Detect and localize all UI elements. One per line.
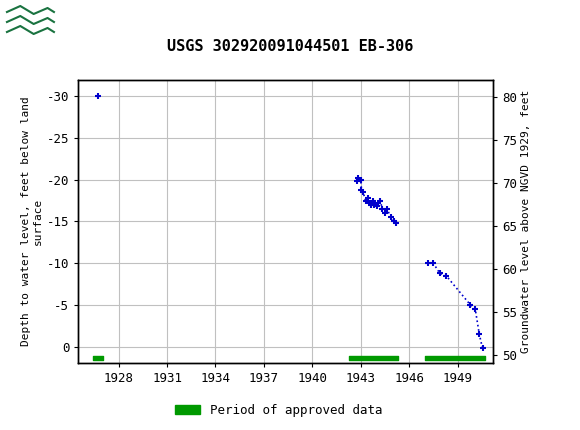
Text: USGS 302920091044501 EB-306: USGS 302920091044501 EB-306 (167, 39, 413, 54)
Text: USGS: USGS (61, 10, 121, 30)
FancyBboxPatch shape (6, 3, 55, 37)
Y-axis label: Depth to water level, feet below land
surface: Depth to water level, feet below land su… (21, 97, 42, 346)
Y-axis label: Groundwater level above NGVD 1929, feet: Groundwater level above NGVD 1929, feet (521, 90, 531, 353)
Legend: Period of approved data: Period of approved data (169, 399, 387, 421)
